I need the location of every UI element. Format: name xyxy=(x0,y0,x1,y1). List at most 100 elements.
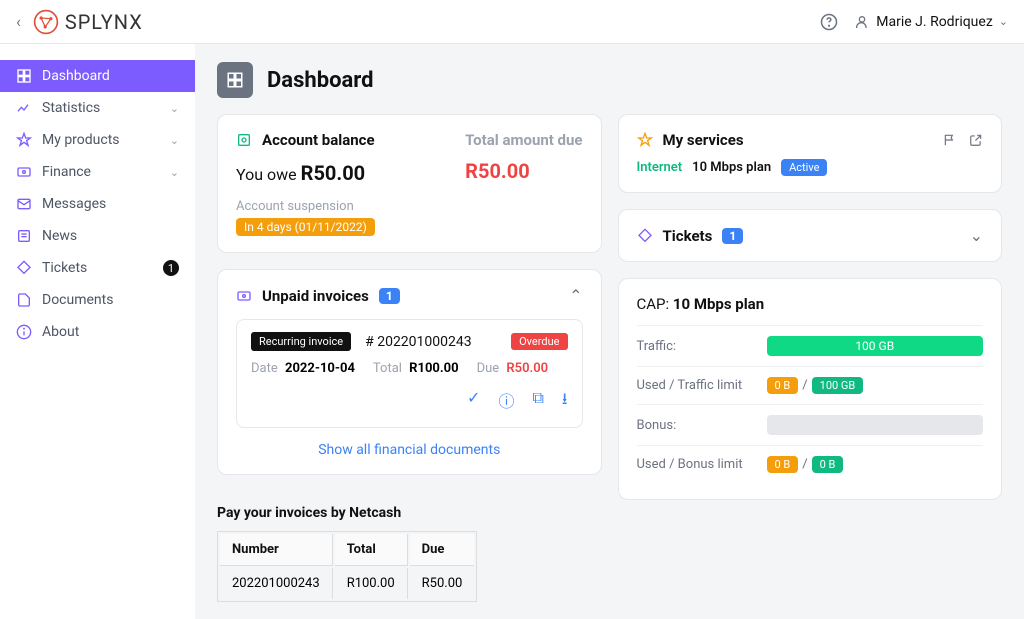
doc-icon xyxy=(16,292,32,308)
cap-plan: 10 Mbps plan xyxy=(673,295,764,313)
tag-icon xyxy=(16,260,32,276)
used-bonus-label: Used / Bonus limit xyxy=(637,457,767,472)
confirm-icon[interactable]: ✓ xyxy=(467,388,480,415)
unpaid-invoices-card: Unpaid invoices 1 ⌃ Recurring invoice # … xyxy=(217,269,602,475)
used-traffic-label: Used / Traffic limit xyxy=(637,378,767,393)
service-status-badge: Active xyxy=(781,159,827,176)
invoice-number: 202201000243 xyxy=(377,334,471,350)
brand-name: SPLYNX xyxy=(65,10,143,34)
page-icon xyxy=(217,62,253,98)
sidebar-label: Statistics xyxy=(42,100,100,116)
sidebar-label: Dashboard xyxy=(42,68,110,84)
total-due-label: Total amount due xyxy=(465,131,582,149)
chevron-down-icon: ⌄ xyxy=(970,226,983,245)
cell-number: 202201000243 xyxy=(220,568,333,599)
info-icon xyxy=(16,324,32,340)
netcash-section: Pay your invoices by Netcash Number Tota… xyxy=(217,505,602,602)
sidebar-item-finance[interactable]: Finance ⌄ xyxy=(0,156,195,188)
invoice-item: Recurring invoice # 202201000243 Overdue… xyxy=(236,319,583,428)
netcash-table: Number Total Due 202201000243 R100.00 R5… xyxy=(217,531,477,602)
invoice-date: 2022-10-04 xyxy=(285,361,355,376)
invoice-num-prefix: # xyxy=(365,334,374,350)
cell-due: R50.00 xyxy=(410,568,475,599)
chevron-down-icon: ⌄ xyxy=(999,15,1008,28)
my-services-card: My services Internet 10 Mbps plan Active xyxy=(618,114,1003,193)
chevron-down-icon: ⌄ xyxy=(170,134,179,147)
sidebar: Dashboard Statistics ⌄ My products ⌄ Fin… xyxy=(0,44,195,619)
sidebar-item-tickets[interactable]: Tickets 1 xyxy=(0,252,195,284)
total-label: Total xyxy=(373,361,402,376)
col-total: Total xyxy=(335,534,408,566)
invoice-type-badge: Recurring invoice xyxy=(251,332,351,351)
invoice-icon xyxy=(236,288,252,304)
back-button[interactable]: ‹ xyxy=(16,12,21,31)
user-menu[interactable]: Marie J. Rodriquez ⌄ xyxy=(854,14,1008,30)
limit-pill: 100 GB xyxy=(812,377,864,394)
user-name: Marie J. Rodriquez xyxy=(876,14,992,30)
mail-icon xyxy=(16,196,32,212)
collapse-icon[interactable]: ⌃ xyxy=(569,286,582,305)
info-icon[interactable]: ⓘ xyxy=(498,388,514,415)
main-content: Dashboard Account balance You owe R50.0 xyxy=(195,44,1024,619)
service-plan: 10 Mbps plan xyxy=(692,160,771,175)
owe-amount: R50.00 xyxy=(301,161,366,185)
ticket-count-badge: 1 xyxy=(163,260,179,276)
bonus-used-pill: 0 B xyxy=(767,456,799,473)
open-icon[interactable]: ⧉ xyxy=(532,388,543,415)
download-icon[interactable]: ⭳ xyxy=(562,388,568,415)
sidebar-label: My products xyxy=(42,132,120,148)
external-icon[interactable] xyxy=(969,133,983,147)
services-title: My services xyxy=(663,131,744,149)
col-due: Due xyxy=(410,534,475,566)
sidebar-label: About xyxy=(42,324,79,340)
col-number: Number xyxy=(220,534,333,566)
tickets-title: Tickets xyxy=(663,227,713,245)
table-header-row: Number Total Due xyxy=(220,534,474,566)
traffic-bar: 100 GB xyxy=(767,336,984,356)
unpaid-title: Unpaid invoices xyxy=(262,287,369,305)
bonus-limit-pill: 0 B xyxy=(812,456,844,473)
table-row: 202201000243 R100.00 R50.00 xyxy=(220,568,474,599)
splynx-logo-icon xyxy=(33,9,59,35)
owe-prefix: You owe xyxy=(236,165,297,184)
tickets-card[interactable]: Tickets 1 ⌄ xyxy=(618,209,1003,262)
used-pill: 0 B xyxy=(767,377,799,394)
chevron-down-icon: ⌄ xyxy=(170,102,179,115)
cell-total: R100.00 xyxy=(335,568,408,599)
tickets-count: 1 xyxy=(722,228,743,244)
star-icon xyxy=(637,132,653,148)
sidebar-item-news[interactable]: News xyxy=(0,220,195,252)
cap-card: CAP: 10 Mbps plan Traffic: 100 GB Used /… xyxy=(618,278,1003,500)
sidebar-item-products[interactable]: My products ⌄ xyxy=(0,124,195,156)
due-label: Due xyxy=(477,361,500,376)
service-type: Internet xyxy=(637,160,683,175)
bonus-label: Bonus: xyxy=(637,418,767,433)
invoice-due: R50.00 xyxy=(506,361,548,376)
sidebar-item-statistics[interactable]: Statistics ⌄ xyxy=(0,92,195,124)
dashboard-icon xyxy=(16,68,32,84)
sidebar-label: Messages xyxy=(42,196,106,212)
sidebar-item-messages[interactable]: Messages xyxy=(0,188,195,220)
sidebar-item-dashboard[interactable]: Dashboard xyxy=(0,60,195,92)
finance-icon xyxy=(16,164,32,180)
page-title: Dashboard xyxy=(267,68,374,93)
overdue-badge: Overdue xyxy=(511,333,567,350)
sidebar-label: Tickets xyxy=(42,260,87,276)
show-all-link[interactable]: Show all financial documents xyxy=(236,442,583,458)
sidebar-label: Documents xyxy=(42,292,113,308)
bonus-bar xyxy=(767,415,984,435)
brand-logo[interactable]: SPLYNX xyxy=(33,9,143,35)
traffic-label: Traffic: xyxy=(637,339,767,354)
news-icon xyxy=(16,228,32,244)
chevron-down-icon: ⌄ xyxy=(170,166,179,179)
netcash-title: Pay your invoices by Netcash xyxy=(217,505,602,521)
account-balance-card: Account balance You owe R50.00 Account s… xyxy=(217,114,602,253)
suspension-label: Account suspension xyxy=(236,199,445,214)
cap-prefix: CAP: xyxy=(637,295,670,313)
sidebar-item-documents[interactable]: Documents xyxy=(0,284,195,316)
balance-icon xyxy=(236,132,252,148)
help-icon[interactable] xyxy=(820,13,838,31)
top-header: ‹ SPLYNX Marie J. Rodriquez ⌄ xyxy=(0,0,1024,44)
flag-icon[interactable] xyxy=(943,133,957,147)
sidebar-item-about[interactable]: About xyxy=(0,316,195,348)
